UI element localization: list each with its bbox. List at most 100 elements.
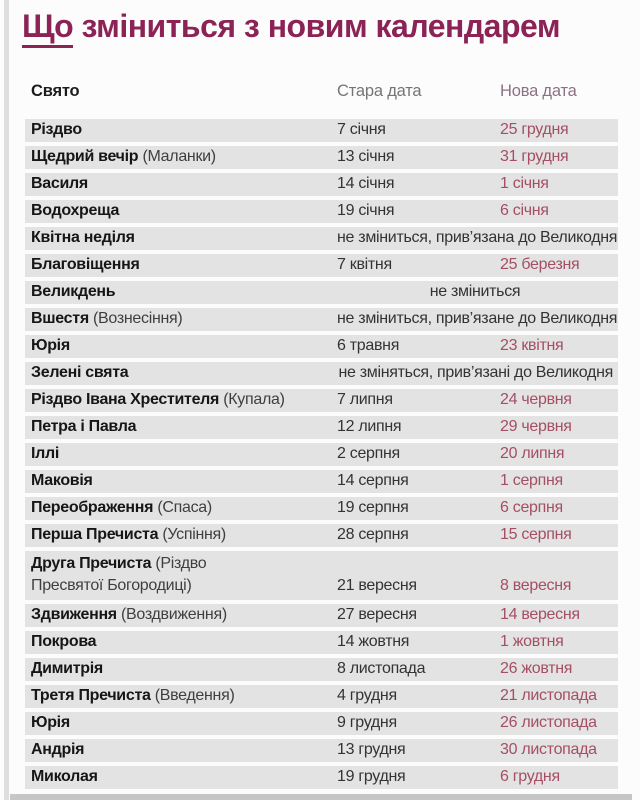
old-date: 19 грудня (337, 768, 406, 786)
old-date: 27 вересня (337, 606, 417, 624)
new-date: 6 серпня (500, 499, 563, 517)
old-date: 12 липня (337, 418, 402, 436)
old-date: 14 січня (337, 175, 395, 193)
new-date: 8 вересня (500, 576, 572, 594)
table-row: Третя Пречиста (Введення) 4 грудня 21 лист… (25, 684, 618, 708)
holiday-note: (Воздвиження) (116, 606, 227, 624)
holiday-note: (Маланки) (138, 148, 216, 166)
holiday-name: Вшестя (Вознесіння) (31, 310, 183, 328)
column-header-new-date: Нова дата (500, 81, 577, 100)
old-date: 19 січня (337, 202, 395, 220)
holiday-note: (Купала) (219, 391, 285, 409)
holiday-name: Різдво Івана Хрестителя (Купала) (31, 391, 285, 409)
old-date: 4 грудня (337, 687, 397, 705)
new-date: 21 листопада (500, 687, 597, 705)
unchanged-note: не зміниться, прив’язане до Великодня (337, 310, 618, 328)
holiday-note: (Введення) (150, 687, 235, 705)
old-date: 28 серпня (337, 526, 409, 544)
table-row: Перша Пречиста (Успіння) 28 серпня 15 серп… (25, 523, 618, 547)
calendar-table: Різдво 7 січня 25 грудня Щедрий вечір (Мала… (25, 118, 618, 789)
holiday-name: Маковія (31, 472, 93, 490)
old-date: 13 грудня (337, 741, 406, 759)
title-lead-word: Що (22, 8, 74, 48)
old-date: 19 серпня (337, 499, 409, 517)
table-row: Вшестя (Вознесіння) не зміниться, прив’яз… (25, 307, 618, 331)
unchanged-note: не зміниться, прив’язана до Великодня (337, 229, 618, 247)
table-row: Андрія 13 грудня 30 листопада (25, 738, 618, 762)
old-date: 13 січня (337, 148, 395, 166)
new-date: 30 листопада (500, 741, 597, 759)
holiday-name: Різдво (31, 121, 82, 139)
old-date: 6 травня (337, 337, 400, 355)
table-row: Василя 14 січня 1 січня (25, 172, 618, 196)
old-date: 8 листопада (337, 660, 426, 678)
new-date: 29 червня (500, 418, 572, 436)
holiday-note: (Різдво Пресвятої Богородиці) (31, 554, 207, 595)
new-date: 1 січня (500, 175, 549, 193)
holiday-name: Перша Пречиста (Успіння) (31, 526, 226, 544)
new-date: 14 вересня (500, 606, 580, 624)
column-header-holiday: Свято (31, 81, 80, 100)
holiday-name: Квітна неділя (31, 229, 135, 247)
holiday-name: Димитрія (31, 660, 103, 678)
unchanged-note: не зміниться (429, 283, 521, 301)
holiday-name: Водохреща (31, 202, 120, 220)
new-date: 31 грудня (500, 148, 569, 166)
holiday-note: (Вознесіння) (88, 310, 183, 328)
holiday-note: (Успіння) (158, 526, 226, 544)
holiday-name: Юрія (31, 337, 70, 355)
table-row: Іллі 2 серпня 20 липня (25, 442, 618, 466)
holiday-name: Покрова (31, 633, 97, 651)
new-date: 6 січня (500, 202, 549, 220)
new-date: 6 грудня (500, 768, 560, 786)
holiday-name: Благовіщення (31, 256, 140, 274)
photo-edge-line (4, 0, 9, 800)
old-date: 7 квітня (337, 256, 392, 274)
holiday-name: Третя Пречиста (Введення) (31, 687, 235, 705)
holiday-name: Друга Пречиста (Різдво Пресвятої Богород… (31, 554, 207, 595)
table-row: Миколая 19 грудня 6 грудня (25, 765, 618, 789)
table-row: Димитрія 8 листопада 26 жовтня (25, 657, 618, 681)
table-row: Благовіщення 7 квітня 25 березня (25, 253, 618, 277)
table-row: Щедрий вечір (Маланки) 13 січня 31 грудня (25, 145, 618, 169)
old-date: 7 січня (337, 121, 386, 139)
holiday-name: Щедрий вечір (Маланки) (31, 148, 216, 166)
table-row: Петра і Павла 12 липня 29 червня (25, 415, 618, 439)
holiday-name: Василя (31, 175, 88, 193)
table-row: Зелені свята не зміняться, прив’язані до … (25, 361, 618, 385)
holiday-name: Юрія (31, 714, 70, 732)
table-row: Різдво Івана Хрестителя (Купала) 7 липня 2… (25, 388, 618, 412)
holiday-name: Андрія (31, 741, 85, 759)
new-date: 23 квітня (500, 337, 564, 355)
new-date: 26 жовтня (500, 660, 573, 678)
table-row: Покрова 14 жовтня 1 жовтня (25, 630, 618, 654)
column-header-old-date: Стара дата (337, 81, 422, 100)
table-row: Маковія 14 серпня 1 серпня (25, 469, 618, 493)
holiday-name: Великдень (31, 283, 116, 301)
old-date: 14 серпня (337, 472, 409, 490)
page-title: Що зміниться з новим календарем (22, 8, 616, 48)
table-header-row: Свято Стара дата Нова дата (25, 82, 618, 101)
title-rest: зміниться з новим календарем (73, 8, 561, 44)
cropped-next-row-strip (10, 794, 632, 800)
table-row: Здвиження (Воздвиження) 27 вересня 14 вере… (25, 603, 618, 627)
table-row: Великдень не зміниться (25, 280, 618, 304)
table-row: Квітна неділя не зміниться, прив’язана до… (25, 226, 618, 250)
holiday-name: Зелені свята (31, 364, 129, 382)
old-date: 2 серпня (337, 445, 400, 463)
old-date: 14 жовтня (337, 633, 410, 651)
old-date: 9 грудня (337, 714, 397, 732)
old-date: 21 вересня (337, 576, 417, 594)
table-row: Різдво 7 січня 25 грудня (25, 118, 618, 142)
table-row: Друга Пречиста (Різдво Пресвятої Богород… (25, 550, 618, 600)
table-row: Водохреща 19 січня 6 січня (25, 199, 618, 223)
new-date: 24 червня (500, 391, 572, 409)
new-date: 1 серпня (500, 472, 563, 490)
holiday-name: Петра і Павла (31, 418, 137, 436)
new-date: 20 липня (500, 445, 565, 463)
table-row: Юрія 9 грудня 26 листопада (25, 711, 618, 735)
old-date: 7 липня (337, 391, 393, 409)
new-date: 1 жовтня (500, 633, 564, 651)
new-date: 25 грудня (500, 121, 569, 139)
